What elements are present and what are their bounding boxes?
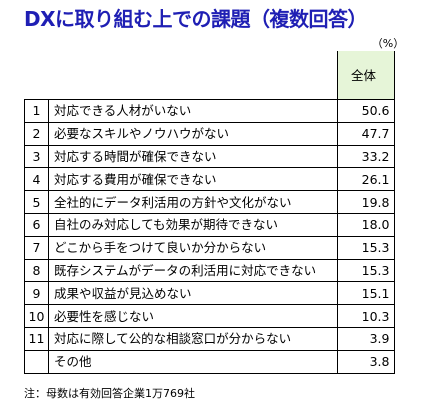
header-blank-num: [24, 51, 49, 100]
row-label: 対応する費用が確保できない: [48, 167, 338, 192]
table-row: 9 成果や収益が見込めない 15.1: [24, 281, 395, 306]
row-number: 2: [24, 121, 49, 146]
row-value: 50.6: [336, 99, 395, 123]
row-label: 全社的にデータ利活用の方針や文化がない: [48, 190, 338, 214]
table-row: 10 必要性を感じない 10.3: [24, 304, 395, 328]
table-header-row: 全体: [24, 51, 395, 100]
row-value: 15.3: [336, 235, 395, 260]
row-number: [24, 349, 49, 374]
table-row: 4 対応する費用が確保できない 26.1: [24, 167, 395, 192]
row-value: 47.7: [336, 121, 395, 146]
unit-label: （%）: [371, 37, 405, 50]
row-number: 4: [24, 167, 49, 192]
row-value: 15.1: [336, 281, 395, 306]
row-value: 3.9: [336, 326, 395, 351]
header-blank-label: [48, 51, 338, 100]
table-row: 11 対応に際して公的な相談窓口が分からない 3.9: [24, 326, 395, 351]
row-value: 26.1: [336, 167, 395, 192]
table-row: 5 全社的にデータ利活用の方針や文化がない 19.8: [24, 190, 395, 214]
row-label: 必要性を感じない: [48, 304, 338, 328]
row-number: 10: [24, 304, 49, 328]
row-number: 11: [24, 326, 49, 351]
table-row: 6 自社のみ対応しても効果が期待できない 18.0: [24, 212, 395, 237]
table-row: 8 既存システムがデータの利活用に対応できない 15.3: [24, 258, 395, 283]
column-header-total: 全体: [336, 51, 395, 100]
row-number: 9: [24, 281, 49, 306]
table-row: 3 対応する時間が確保できない 33.2: [24, 144, 395, 169]
footnote: 注：母数は有効回答企業1万769社: [24, 387, 195, 400]
row-label: 成果や収益が見込めない: [48, 281, 338, 306]
table-row: 1 対応できる人材がいない 50.6: [24, 99, 395, 123]
row-label: 既存システムがデータの利活用に対応できない: [48, 258, 338, 283]
row-number: 5: [24, 190, 49, 214]
row-number: 8: [24, 258, 49, 283]
row-value: 18.0: [336, 212, 395, 237]
table-row: 7 どこから手をつけて良いか分からない 15.3: [24, 235, 395, 260]
row-number: 6: [24, 212, 49, 237]
row-number: 3: [24, 144, 49, 169]
row-number: 1: [24, 99, 49, 123]
row-label: 対応できる人材がいない: [48, 99, 338, 123]
row-number: 7: [24, 235, 49, 260]
row-label: 自社のみ対応しても効果が期待できない: [48, 212, 338, 237]
table-row: その他 3.8: [24, 349, 395, 374]
page-title: DXに取り組む上での課題（複数回答）: [24, 7, 368, 31]
row-value: 15.3: [336, 258, 395, 283]
row-label: 対応する時間が確保できない: [48, 144, 338, 169]
row-value: 19.8: [336, 190, 395, 214]
row-label: その他: [48, 349, 338, 374]
results-table: 全体 1 対応できる人材がいない 50.6 2 必要なスキルやノウハウがない 47.7 3 対…: [24, 51, 395, 374]
row-value: 3.8: [336, 349, 395, 374]
row-label: どこから手をつけて良いか分からない: [48, 235, 338, 260]
row-label: 必要なスキルやノウハウがない: [48, 121, 338, 146]
row-value: 10.3: [336, 304, 395, 328]
table-row: 2 必要なスキルやノウハウがない 47.7: [24, 121, 395, 146]
row-value: 33.2: [336, 144, 395, 169]
row-label: 対応に際して公的な相談窓口が分からない: [48, 326, 338, 351]
